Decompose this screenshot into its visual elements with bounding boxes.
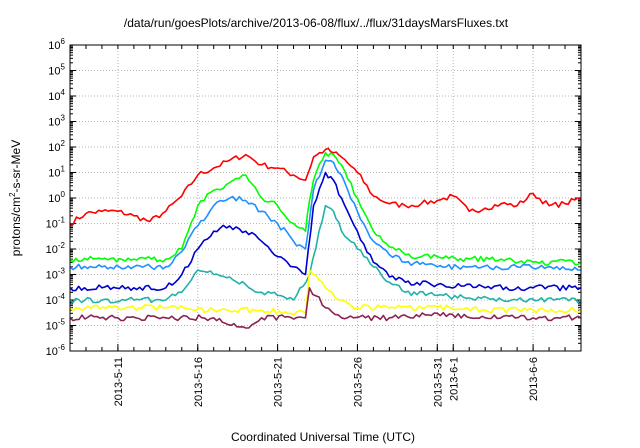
series-line <box>69 286 582 329</box>
x-axis-label: Coordinated Universal Time (UTC) <box>231 430 415 444</box>
axes: 10-6 10-5 10-4 10-3 10-2 10-1 100 101 102 103 104 1… <box>46 37 581 407</box>
y-tick-label: 10-2 <box>46 241 66 256</box>
y-tick-label: 102 <box>48 139 65 154</box>
y-tick-label: 100 <box>48 190 65 205</box>
y-tick-label: 10-6 <box>46 343 66 358</box>
plot-frame <box>69 44 582 352</box>
y-tick-label: 10-3 <box>46 267 66 282</box>
y-tick-label: 106 <box>48 37 65 52</box>
y-tick-label: 10-4 <box>46 292 66 307</box>
y-tick-label: 10-1 <box>46 216 66 231</box>
x-tick-label: 2013-6-6 <box>528 357 540 401</box>
series-group <box>69 147 582 329</box>
y-tick-label: 101 <box>48 165 65 180</box>
y-tick-label: 103 <box>48 114 65 129</box>
y-tick-label: 10-5 <box>46 318 66 333</box>
series-line <box>69 159 582 272</box>
series-line <box>69 147 582 226</box>
x-tick-label: 2013-5-16 <box>193 357 205 407</box>
series-line <box>69 269 582 316</box>
series-line <box>69 171 582 292</box>
x-tick-label: 2013-5-11 <box>113 357 125 406</box>
x-tick-label: 2013-5-26 <box>352 357 364 407</box>
x-tick-label: 2013-5-21 <box>273 357 285 407</box>
x-tick-label: 2013-6-1 <box>448 357 460 401</box>
series-line <box>69 204 582 304</box>
y-tick-label: 105 <box>48 63 65 78</box>
series-line <box>69 151 582 266</box>
x-tick-label: 2013-5-31 <box>432 357 444 407</box>
chart-title: /data/run/goesPlots/archive/2013-06-08/f… <box>124 16 509 30</box>
y-tick-label: 104 <box>48 88 65 103</box>
y-axis-label: protons/cm2-s-sr-MeV <box>8 140 23 256</box>
